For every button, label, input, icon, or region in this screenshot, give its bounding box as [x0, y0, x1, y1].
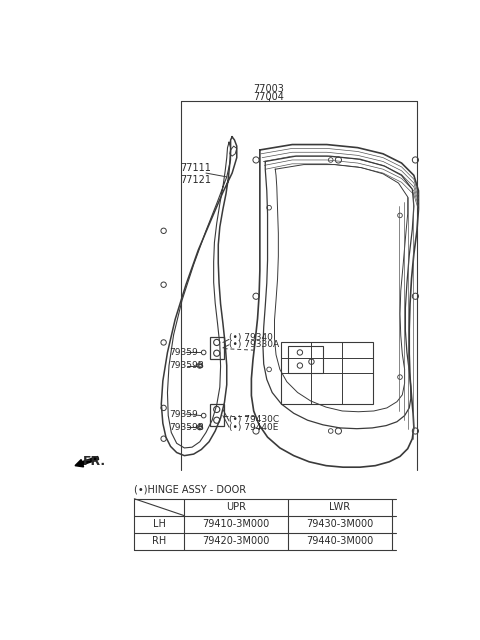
Text: FR.: FR.: [83, 455, 106, 468]
Text: LH: LH: [153, 519, 166, 529]
Text: 77111
77121: 77111 77121: [180, 163, 212, 184]
Text: UPR: UPR: [226, 502, 246, 512]
Text: 79359: 79359: [169, 348, 198, 357]
Text: (•)HINGE ASSY - DOOR: (•)HINGE ASSY - DOOR: [134, 484, 246, 495]
Text: (•) 79430C: (•) 79430C: [229, 415, 279, 424]
Text: (•) 79340: (•) 79340: [229, 333, 273, 342]
Text: 79430-3M000: 79430-3M000: [306, 519, 373, 529]
Text: 79440-3M000: 79440-3M000: [306, 536, 373, 546]
Bar: [281, 342, 373, 404]
Bar: [210, 337, 224, 358]
Bar: [210, 404, 224, 426]
Text: 77003: 77003: [253, 84, 285, 95]
Text: (•) 79330A: (•) 79330A: [229, 340, 279, 349]
Text: (•) 79440E: (•) 79440E: [229, 422, 278, 431]
FancyArrow shape: [75, 456, 99, 467]
Text: RH: RH: [152, 536, 166, 546]
Text: 79359B: 79359B: [169, 361, 204, 370]
Text: 79359B: 79359B: [169, 422, 204, 431]
Text: LWR: LWR: [329, 502, 350, 512]
Text: 79420-3M000: 79420-3M000: [202, 536, 270, 546]
Text: 77004: 77004: [253, 92, 285, 102]
Text: 79359: 79359: [169, 410, 198, 419]
Bar: [288, 346, 323, 373]
Text: 79410-3M000: 79410-3M000: [203, 519, 270, 529]
